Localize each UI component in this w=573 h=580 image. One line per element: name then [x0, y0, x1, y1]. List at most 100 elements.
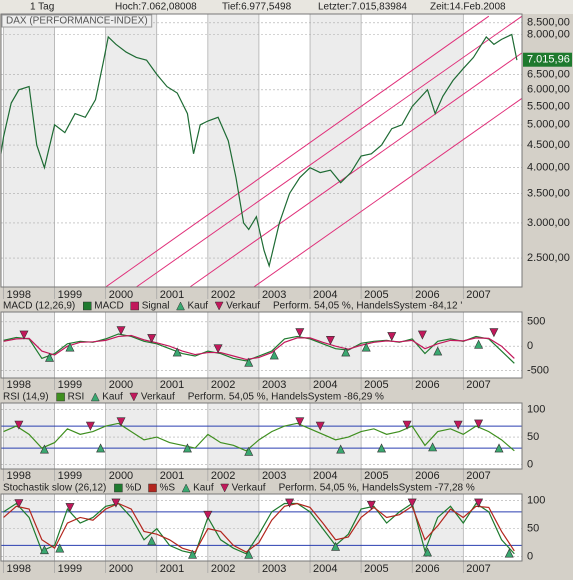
signal-marker: [377, 443, 387, 453]
y-tick-label: 0: [527, 550, 533, 562]
year-band: [207, 14, 259, 287]
header-bar: [0, 0, 573, 14]
y-tick-label: 8.000,00: [527, 28, 570, 40]
last: Letzter:7.015,83984: [318, 2, 407, 13]
signal-marker: [417, 330, 427, 340]
year-band: [412, 14, 464, 287]
y-tick-label: 2.500,00: [527, 252, 570, 264]
x-tick-label: 2001: [160, 379, 184, 391]
year-band: [310, 14, 362, 287]
x-tick-label: 2004: [313, 470, 337, 482]
period: 1 Tag: [30, 2, 54, 13]
panel-title: RSI (14,9): [3, 392, 49, 403]
x-tick-label: 2003: [262, 563, 286, 575]
signal-marker: [407, 498, 417, 508]
x-tick-label: 1999: [58, 379, 82, 391]
x-tick-label: 2002: [211, 470, 235, 482]
legend-marker: [83, 301, 92, 311]
x-tick-label: 2006: [415, 563, 439, 575]
title-box: [1, 14, 153, 28]
time: Zeit:14.Feb.2008: [430, 2, 506, 13]
signal-marker: [402, 420, 412, 430]
signal-marker: [366, 500, 376, 510]
legend-marker: [181, 483, 191, 493]
panel-title: Stochastik slow (26,12): [3, 483, 106, 494]
legend-marker: [130, 301, 139, 311]
trend-line: [253, 97, 523, 288]
signal-marker: [147, 334, 157, 344]
x-tick-label: 2001: [160, 563, 184, 575]
signal-marker: [494, 443, 504, 453]
year-band: [105, 312, 157, 378]
signal-marker: [453, 420, 463, 430]
year-band: [412, 312, 464, 378]
year-band: [3, 312, 55, 378]
signal-marker: [147, 536, 157, 546]
signal-marker: [423, 547, 432, 557]
signal-marker: [65, 342, 75, 352]
signal-marker: [244, 549, 254, 559]
series-line: [0, 33, 518, 269]
trend-line: [105, 15, 490, 288]
x-tick-label: 2004: [313, 563, 337, 575]
x-tick-label: 2000: [109, 470, 133, 482]
x-tick-label: 1998: [7, 563, 31, 575]
x-tick-label: 2005: [364, 289, 388, 301]
legend-marker: [176, 301, 185, 311]
signal-marker: [55, 543, 65, 553]
year-band: [310, 494, 362, 561]
year-band: [3, 403, 55, 469]
x-tick-label: 1998: [7, 470, 31, 482]
panel-note: Perform. 54,05 %, HandelsSystem -86,29 %: [188, 392, 384, 403]
signal-marker: [213, 344, 223, 354]
y-tick-label: 100: [527, 404, 545, 416]
signal-marker: [39, 444, 49, 454]
x-tick-label: 2000: [109, 289, 133, 301]
signal-marker: [85, 421, 95, 431]
year-band: [207, 494, 259, 561]
x-tick-label: 1999: [58, 563, 82, 575]
x-tick-label: 2001: [160, 289, 184, 301]
panel-note: Perform. 54,05 %, HandelsSystem -84,12 ': [273, 301, 462, 312]
legend-marker: [56, 392, 65, 402]
year-band: [105, 14, 157, 287]
signal-marker: [428, 442, 438, 452]
series-line: [3, 502, 515, 553]
legend-marker: [114, 483, 123, 493]
x-tick-label: 1998: [7, 379, 31, 391]
signal-marker: [111, 498, 121, 508]
signal-marker: [116, 417, 126, 427]
x-tick-label: 2007: [466, 379, 490, 391]
signal-marker: [387, 332, 397, 342]
series-line: [3, 422, 515, 452]
year-band: [105, 403, 157, 469]
x-tick-label: 2003: [262, 470, 286, 482]
y-tick-label: 50: [527, 523, 539, 535]
y-tick-label: 8.500,00: [527, 17, 570, 29]
year-band: [310, 403, 362, 469]
y-tick-label: 4.000,00: [527, 162, 570, 174]
signal-marker: [285, 498, 295, 508]
signal-marker: [14, 420, 24, 430]
x-tick-label: 1999: [58, 470, 82, 482]
signal-marker: [325, 336, 335, 346]
signal-marker: [19, 330, 29, 340]
signal-marker: [295, 328, 305, 338]
signal-marker: [315, 421, 325, 431]
x-tick-label: 2007: [466, 563, 490, 575]
legend-label: Verkauf: [232, 483, 266, 494]
signal-marker: [39, 545, 49, 555]
signal-marker: [474, 419, 484, 429]
x-tick-label: 2002: [211, 379, 235, 391]
year-band: [207, 403, 259, 469]
legend-label: RSI: [68, 392, 85, 403]
legend-label: Signal: [142, 301, 170, 312]
legend-label: Kauf: [102, 392, 123, 403]
signal-marker: [336, 444, 346, 454]
signal-marker: [361, 342, 371, 352]
signal-marker: [269, 350, 279, 360]
x-tick-label: 2006: [415, 289, 439, 301]
signal-marker: [504, 548, 514, 558]
signal-marker: [14, 499, 24, 509]
